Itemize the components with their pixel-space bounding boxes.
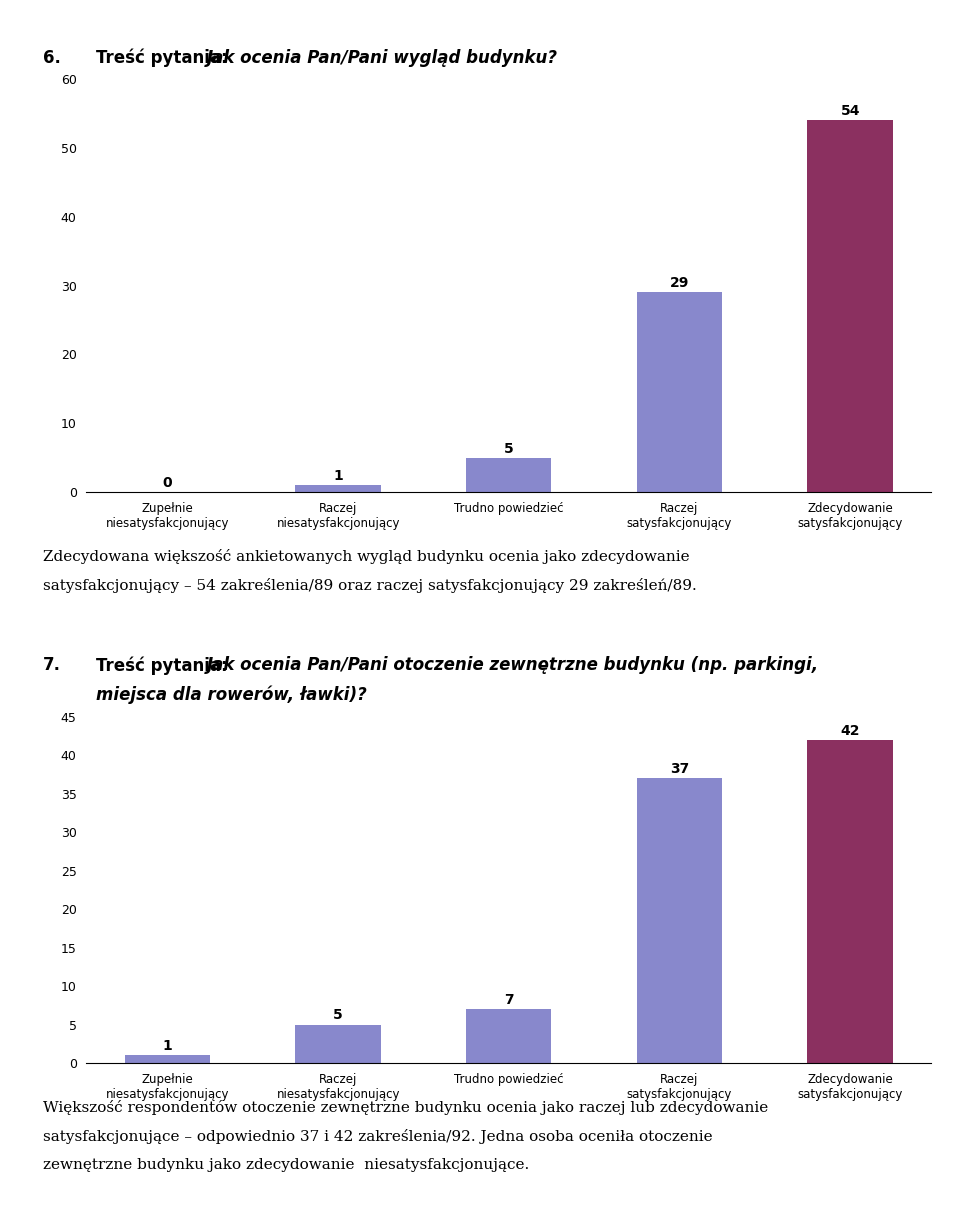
Text: Treść pytania:: Treść pytania:	[96, 49, 233, 67]
Text: 29: 29	[670, 276, 689, 290]
Text: satysfakcjonujący – 54 zakreślenia/89 oraz raczej satysfakcjonujący 29 zakreśleń: satysfakcjonujący – 54 zakreślenia/89 or…	[43, 578, 697, 593]
Text: 6.: 6.	[43, 49, 61, 67]
Bar	[807, 740, 893, 1063]
Text: 54: 54	[840, 104, 860, 118]
Text: 1: 1	[162, 1039, 173, 1053]
Bar	[467, 458, 551, 492]
Bar	[807, 120, 893, 492]
Text: Jak ocenia Pan/Pani wygląd budynku?: Jak ocenia Pan/Pani wygląd budynku?	[206, 49, 558, 67]
Text: Większość respondentów otoczenie zewnętrzne budynku ocenia jako raczej lub zdecy: Większość respondentów otoczenie zewnętr…	[43, 1100, 768, 1114]
Text: Treść pytania:: Treść pytania:	[96, 656, 233, 674]
Text: 5: 5	[504, 441, 514, 456]
Text: miejsca dla rowerów, ławki)?: miejsca dla rowerów, ławki)?	[96, 685, 367, 703]
Text: 7: 7	[504, 993, 514, 1007]
Bar	[636, 779, 722, 1063]
Text: 42: 42	[840, 724, 860, 738]
Text: 5: 5	[333, 1008, 343, 1022]
Text: Zdecydowana większość ankietowanych wygląd budynku ocenia jako zdecydowanie: Zdecydowana większość ankietowanych wygl…	[43, 549, 690, 564]
Text: 1: 1	[333, 469, 343, 484]
Text: Jak ocenia Pan/Pani otoczenie zewnętrzne budynku (np. parkingi,: Jak ocenia Pan/Pani otoczenie zewnętrzne…	[206, 656, 819, 674]
Bar	[125, 1056, 210, 1063]
Text: 37: 37	[670, 762, 689, 776]
Text: zewnętrzne budynku jako zdecydowanie  niesatysfakcjonujące.: zewnętrzne budynku jako zdecydowanie nie…	[43, 1158, 530, 1172]
Bar	[296, 1024, 381, 1063]
Text: 7.: 7.	[43, 656, 61, 674]
Bar	[636, 293, 722, 492]
Bar	[467, 1010, 551, 1063]
Text: satysfakcjonujące – odpowiednio 37 i 42 zakreślenia/92. Jedna osoba oceniła otoc: satysfakcjonujące – odpowiednio 37 i 42 …	[43, 1129, 713, 1143]
Text: 0: 0	[162, 476, 172, 490]
Bar	[296, 485, 381, 492]
